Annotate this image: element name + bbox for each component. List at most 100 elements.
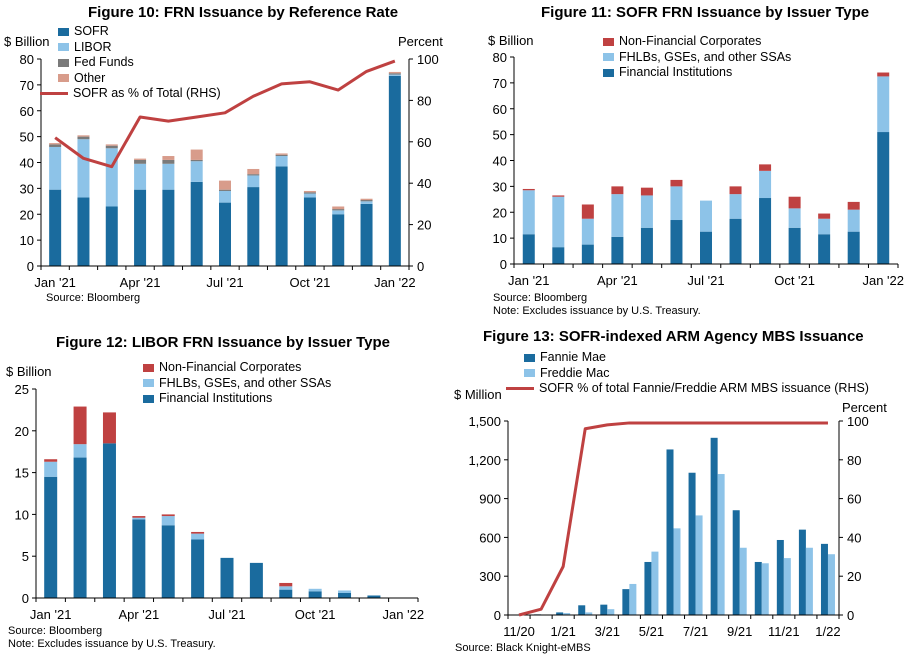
y2-tick-label: 0 <box>417 259 424 274</box>
bar-libor <box>360 201 373 204</box>
figure-12-source-line: Source: Bloomberg <box>8 625 103 637</box>
y2-tick-label: 40 <box>417 176 431 191</box>
bar-libor <box>303 193 316 198</box>
bar-fannie-mae <box>556 612 564 615</box>
legend-swatch-other <box>58 74 69 83</box>
bar-non-financial-corporates <box>44 459 58 462</box>
bar-non-financial-corporates <box>522 188 535 191</box>
bar-libor <box>388 74 401 76</box>
figure-11-note: Note: Excludes issuance by U.S. Treasury… <box>493 305 701 317</box>
bar-fannie-mae <box>622 589 630 615</box>
x-tick-label: Apr '21 <box>120 275 161 290</box>
y-tick-label: 0 <box>27 259 34 274</box>
bar-other <box>360 198 373 201</box>
bar-sofr <box>247 187 260 266</box>
x-tick-label: Jul '21 <box>687 273 724 288</box>
bar-financial-institutions <box>581 244 594 264</box>
bar-non-financial-corporates <box>818 213 831 219</box>
bar-sofr <box>275 166 288 266</box>
bar-financial-institutions <box>308 591 322 598</box>
y2-tick-label: 0 <box>847 608 854 623</box>
bar-fhlbs-gses-and-other-ssas <box>552 196 565 248</box>
y-tick-label: 80 <box>20 52 34 67</box>
legend-swatch-libor <box>58 43 69 52</box>
bar-fannie-mae <box>732 510 740 615</box>
x-tick-label: 7/21 <box>683 624 708 639</box>
y-tick-label: 1,200 <box>468 453 501 468</box>
bar-non-financial-corporates <box>279 582 293 587</box>
y-tick-label: 900 <box>479 492 501 507</box>
legend-libor: LIBOR <box>58 40 221 56</box>
figure-11-source: Source: Bloomberg Note: Excludes issuanc… <box>493 292 701 318</box>
bar-fed-funds <box>134 159 147 164</box>
bar-non-financial-corporates <box>552 195 565 197</box>
y-tick-label: 40 <box>20 156 34 171</box>
bar-financial-institutions <box>279 589 293 598</box>
y-tick-label: 10 <box>493 231 507 246</box>
bar-financial-institutions <box>640 227 653 264</box>
figure-11: Figure 11: SOFR FRN Issuance by Issuer T… <box>460 0 920 320</box>
bar-fed-funds <box>247 174 260 176</box>
bar-fhlbs-gses-and-other-ssas <box>581 218 594 245</box>
y-tick-label: 5 <box>22 549 29 564</box>
bar-financial-institutions <box>877 132 890 264</box>
bar-fhlbs-gses-and-other-ssas <box>670 186 683 221</box>
legend-sofr: SOFR <box>58 24 221 40</box>
bar-fhlbs-gses-and-other-ssas <box>818 218 831 235</box>
x-tick-label: 11/20 <box>503 624 535 639</box>
y2-tick-label: 60 <box>417 135 431 150</box>
bar-financial-institutions <box>367 595 381 598</box>
legend-swatch-fhlb <box>603 53 614 62</box>
y2-tick-label: 60 <box>847 492 861 507</box>
bar-non-financial-corporates <box>102 412 116 444</box>
figure-11-legend: Non-Financial Corporates FHLBs, GSEs, an… <box>603 34 791 81</box>
bar-sofr <box>332 214 345 266</box>
x-tick-label: Jan '21 <box>30 607 72 622</box>
y-tick-label: 60 <box>493 102 507 117</box>
bar-other <box>275 153 288 155</box>
figure-13-title: Figure 13: SOFR-indexed ARM Agency MBS I… <box>483 328 864 345</box>
bar-libor <box>190 161 203 182</box>
bar-fhlbs-gses-and-other-ssas <box>279 586 293 590</box>
bar-fannie-mae <box>666 449 674 615</box>
x-tick-label: 3/21 <box>595 624 620 639</box>
bar-fannie-mae <box>600 604 608 615</box>
bar-non-financial-corporates <box>877 72 890 77</box>
bar-fhlbs-gses-and-other-ssas <box>640 195 653 228</box>
x-tick-label: Jan '21 <box>34 275 76 290</box>
bar-freddie-mac <box>585 612 593 615</box>
legend-swatch-nonfin <box>603 37 614 46</box>
bar-fhlbs-gses-and-other-ssas <box>522 190 535 235</box>
bar-fhlbs-gses-and-other-ssas <box>847 209 860 232</box>
y-tick-label: 25 <box>15 382 29 397</box>
bar-freddie-mac <box>695 515 703 615</box>
y-axis-label: $ Million <box>454 387 502 402</box>
bar-financial-institutions <box>788 227 801 264</box>
figure-10-chart: $ Billion Percent 0 10 20 30 40 50 60 70 80 0 20 40 60… <box>4 34 443 290</box>
bar-sofr <box>303 197 316 266</box>
bar-financial-institutions <box>249 562 263 598</box>
bar-sofr <box>49 189 62 266</box>
legend-fin: Financial Institutions <box>143 391 331 407</box>
bar-fed-funds <box>332 209 345 211</box>
legend-swatch-freddie <box>524 369 535 378</box>
bar-fhlbs-gses-and-other-ssas <box>729 194 742 219</box>
bar-freddie-mac <box>805 547 813 615</box>
figure-12-legend: Non-Financial Corporates FHLBs, GSEs, an… <box>143 360 331 407</box>
figure-12: Figure 12: LIBOR FRN Issuance by Issuer … <box>0 330 460 662</box>
bar-non-financial-corporates <box>847 201 860 210</box>
legend-freddie: Freddie Mac <box>524 366 869 382</box>
bar-non-financial-corporates <box>132 516 146 518</box>
y2-tick-label: 80 <box>417 93 431 108</box>
bar-financial-institutions <box>161 525 175 598</box>
y-tick-label: 50 <box>493 128 507 143</box>
bar-fhlbs-gses-and-other-ssas <box>338 590 352 593</box>
bar-non-financial-corporates <box>73 406 87 445</box>
bar-financial-institutions <box>552 247 565 264</box>
legend-line-sofr-pct <box>40 92 68 96</box>
y-tick-label: 0 <box>500 257 507 272</box>
figure-13-legend: Fannie Mae Freddie Mac SOFR % of total F… <box>506 350 869 397</box>
bar-freddie-mac <box>563 613 571 615</box>
bar-libor <box>247 175 260 188</box>
bar-sofr <box>360 203 373 266</box>
